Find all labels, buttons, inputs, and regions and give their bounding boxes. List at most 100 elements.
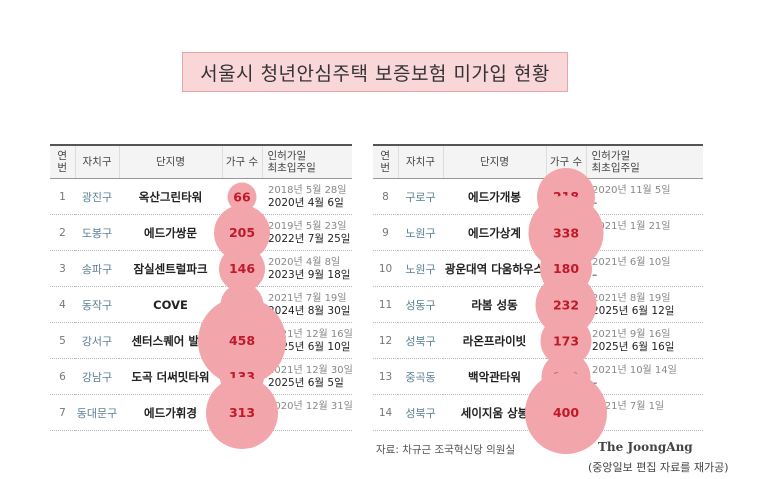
move-in-date: –	[592, 196, 598, 209]
row-number: 7	[50, 394, 75, 431]
permit-date: 2021년 12월 30일	[268, 364, 353, 376]
header-dates: 인허가일 최초입주일	[262, 144, 352, 179]
district-cell: 동대문구	[75, 394, 119, 431]
district-cell: 성북구	[398, 394, 443, 431]
district-cell: 성북구	[398, 322, 443, 359]
table-row: 5 강서구 센터스퀘어 발산 458 2021년 12월 16일 2025년 6월 10일	[50, 296, 353, 385]
row-number: 14	[373, 394, 398, 431]
complex-name-cell: 옥산그린타워	[119, 178, 222, 215]
complex-name-cell: 에드가휘경	[119, 394, 222, 431]
header-district: 자치구	[398, 144, 444, 179]
right-table-body: 8구로구에드가개봉2182020년 11월 5일–9노원구에드가상계338202…	[373, 167, 703, 454]
permit-date: 2021년 9월 16일	[592, 328, 671, 340]
permit-date: 2021년 7월 19일	[268, 292, 347, 304]
permit-date: 2021년 8월 19일	[592, 292, 671, 304]
permit-date: 2021년 12월 16일	[268, 328, 353, 340]
row-number: 5	[50, 322, 75, 359]
district-cell: 노원구	[398, 250, 443, 287]
row-number: 11	[373, 286, 398, 323]
row-number: 3	[50, 250, 75, 287]
move-in-date: –	[592, 233, 703, 246]
publisher-logo: The JoongAng	[598, 440, 693, 454]
household-count-cell: 400	[525, 371, 607, 454]
row-number: 2	[50, 214, 75, 251]
district-cell: 동작구	[75, 286, 119, 323]
district-cell: 구로구	[398, 178, 443, 215]
row-number: 9	[373, 214, 398, 251]
complex-name-cell: 잠실센트럴파크	[119, 250, 222, 287]
dates-cell: 2020년 11월 5일 –	[586, 178, 703, 215]
household-count-bubble: 400	[525, 371, 607, 454]
move-in-date: 2025년 6월 12일	[592, 304, 675, 317]
header-dates: 인허가일 최초입주일	[586, 144, 703, 179]
source-note: 자료: 차규근 조국혁신당 의원실	[376, 444, 516, 456]
dates-cell: 2021년 8월 19일 2025년 6월 12일	[586, 286, 703, 323]
permit-date: 2021년 6월 10일	[592, 256, 671, 268]
complex-name-cell: 백악관타워	[443, 358, 546, 395]
complex-name-cell: 라온프라이빗	[443, 322, 546, 359]
permit-date: 2021년 10월 14일	[592, 364, 677, 376]
district-cell: 성동구	[398, 286, 443, 323]
district-cell: 도봉구	[75, 214, 119, 251]
complex-name-cell: 에드가개봉	[443, 178, 546, 215]
dates-cell: 2021년 6월 10일 –	[586, 250, 703, 287]
district-cell: 노원구	[398, 214, 443, 251]
move-in-date: 2025년 6월 16일	[592, 340, 675, 353]
table-row: 1 광진구 옥산그린타워 66 2018년 5월 28일 2020년 4월 6일	[50, 178, 352, 215]
dates-cell: 2021년 10월 14일–	[586, 358, 703, 395]
header-households: 가구 수	[222, 144, 263, 179]
move-in-date: 2020년 4월 6일	[268, 196, 344, 209]
complex-name-cell: 광운대역 다움하우스	[443, 250, 546, 287]
district-cell: 강서구	[75, 322, 119, 359]
complex-name-cell: 에드가쌍문	[119, 214, 222, 251]
move-in-date: 2025년 6월 10일	[268, 340, 351, 353]
dates-cell: 2018년 5월 28일 2020년 4월 6일	[262, 178, 352, 215]
permit-date: 2021년 7월 1일	[592, 400, 665, 412]
household-count-cell: 313	[206, 376, 278, 449]
move-in-date: –	[592, 377, 703, 390]
move-in-date: –	[592, 413, 703, 426]
move-in-date: 2024년 8월 30일	[268, 304, 351, 317]
dates-cell: 2021년 1월 21일–	[586, 214, 703, 251]
dates-cell: 2021년 9월 16일 2025년 6월 16일	[586, 322, 703, 359]
move-in-date: 2022년 7월 25일	[268, 232, 351, 245]
permit-date: 2020년 11월 5일	[592, 184, 671, 196]
credit-note: (중앙일보 편집 자료를 재가공)	[588, 461, 729, 474]
row-number: 10	[373, 250, 398, 287]
household-count-cell: 458	[198, 296, 286, 385]
row-number: 1	[50, 178, 75, 215]
header-complex: 단지명	[443, 144, 547, 179]
dates-cell: 2020년 4월 8일 2023년 9월 18일	[262, 250, 352, 287]
header-complex: 단지명	[119, 144, 223, 179]
row-number: 12	[373, 322, 398, 359]
permit-date: 2018년 5월 28일	[268, 184, 347, 196]
household-count-bubble: 313	[206, 376, 278, 449]
permit-date: 2019년 5월 23일	[268, 220, 347, 232]
district-cell: 중곡동	[398, 358, 443, 395]
header-district: 자치구	[75, 144, 120, 179]
district-cell: 광진구	[75, 178, 119, 215]
table-row: 2 도봉구 에드가쌍문 205 2019년 5월 23일 2022년 7월 25일	[50, 204, 352, 261]
move-in-date: –	[592, 268, 598, 281]
table-row: 11 성동구 라봄 성동 232 2021년 8월 19일 2025년 6월 12일	[373, 274, 703, 335]
table-row: 3 송파구 잠실센트럴파크 146 2020년 4월 8일 2023년 9월 18일	[50, 245, 352, 292]
move-in-date: 2025년 6월 5일	[268, 376, 344, 389]
row-number: 13	[373, 358, 398, 395]
household-count-cell: 146	[219, 245, 265, 292]
dates-cell: 2021년 12월 30일 2025년 6월 5일	[262, 358, 353, 395]
dates-cell: 2021년 7월 1일–	[586, 394, 703, 431]
move-in-date: 2023년 9월 18일	[268, 268, 351, 281]
district-cell: 강남구	[75, 358, 119, 395]
complex-name-cell: 라봄 성동	[443, 286, 546, 323]
permit-date: 2020년 4월 8일	[268, 256, 341, 268]
